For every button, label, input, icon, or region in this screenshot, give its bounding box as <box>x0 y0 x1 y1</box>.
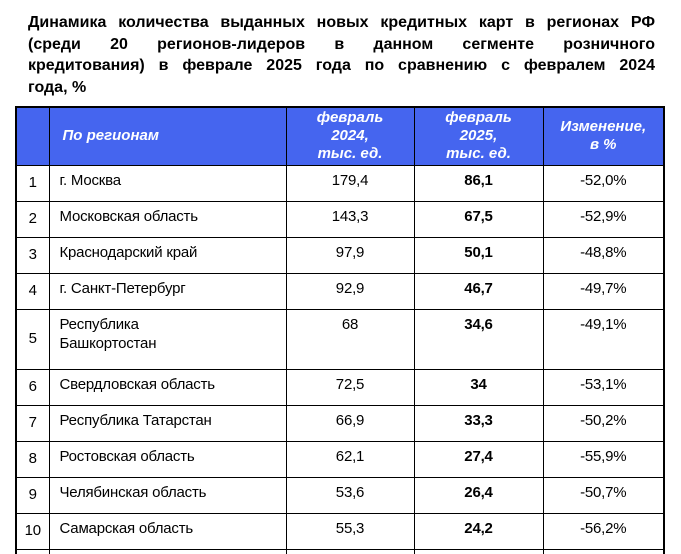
num-header-cell <box>15 106 50 166</box>
region-cell: Челябинская область <box>48 476 287 514</box>
table-header: По регионам февраль 2024, тыс. ед. февра… <box>15 106 665 166</box>
feb2024-cell: 92,9 <box>285 272 415 310</box>
table-row: 3 Краснодарский край 97,9 50,1 -48,8% <box>15 236 665 274</box>
feb2024-cell: 179,4 <box>285 164 415 202</box>
num-cell: 8 <box>15 440 50 478</box>
table-row: 2 Московская область 143,3 67,5 -52,9% <box>15 200 665 238</box>
credit-cards-by-region-table: По регионам февраль 2024, тыс. ед. февра… <box>15 106 665 554</box>
num-cell: 7 <box>15 404 50 442</box>
feb2024-cell: 68 <box>285 308 415 370</box>
feb2025-cell: 34,6 <box>413 308 544 370</box>
feb2024-cell: 55,3 <box>285 512 415 550</box>
region-cell: Ростовская область <box>48 440 287 478</box>
feb2025-cell: 67,5 <box>413 200 544 238</box>
table-row: 9 Челябинская область 53,6 26,4 -50,7% <box>15 476 665 514</box>
change-cell: -53,1% <box>542 368 665 406</box>
feb2025-cell: 86,1 <box>413 164 544 202</box>
feb2024-cell <box>285 548 415 554</box>
feb2025-header-cell: февраль 2025, тыс. ед. <box>413 106 544 166</box>
change-cell: -50,7% <box>542 476 665 514</box>
table-row <box>15 548 665 554</box>
regions-header-cell: По регионам <box>48 106 287 166</box>
change-cell: -52,9% <box>542 200 665 238</box>
table-row: 4 г. Санкт-Петербург 92,9 46,7 -49,7% <box>15 272 665 310</box>
change-header-cell: Изменение, в % <box>542 106 665 166</box>
region-cell <box>48 548 287 554</box>
region-cell: Самарская область <box>48 512 287 550</box>
title-line-2: (среди 20 регионов-лидеров в данном сегм… <box>28 35 655 53</box>
title-line-3: кредитования) в феврале 2025 года по сра… <box>28 57 655 74</box>
num-cell: 1 <box>15 164 50 202</box>
change-cell: -52,0% <box>542 164 665 202</box>
num-cell: 2 <box>15 200 50 238</box>
num-cell: 9 <box>15 476 50 514</box>
feb2024-header-cell: февраль 2024, тыс. ед. <box>285 106 415 166</box>
feb2024-cell: 62,1 <box>285 440 415 478</box>
table-row: 5 Республика Башкортостан 68 34,6 -49,1% <box>15 308 665 370</box>
feb2025-cell: 46,7 <box>413 272 544 310</box>
change-cell: -50,2% <box>542 404 665 442</box>
title-line-4: года, % <box>28 78 87 96</box>
table-row: 6 Свердловская область 72,5 34 -53,1% <box>15 368 665 406</box>
region-cell: Краснодарский край <box>48 236 287 274</box>
feb2025-cell: 34 <box>413 368 544 406</box>
feb2024-cell: 143,3 <box>285 200 415 238</box>
feb2024-cell: 97,9 <box>285 236 415 274</box>
table-header-row: По регионам февраль 2024, тыс. ед. февра… <box>15 106 665 166</box>
change-cell <box>542 548 665 554</box>
table-row: 10 Самарская область 55,3 24,2 -56,2% <box>15 512 665 550</box>
num-cell: 10 <box>15 512 50 550</box>
feb2025-cell: 27,4 <box>413 440 544 478</box>
table-row: 8 Ростовская область 62,1 27,4 -55,9% <box>15 440 665 478</box>
feb2025-cell: 26,4 <box>413 476 544 514</box>
change-cell: -56,2% <box>542 512 665 550</box>
change-cell: -48,8% <box>542 236 665 274</box>
num-cell: 6 <box>15 368 50 406</box>
change-cell: -49,7% <box>542 272 665 310</box>
num-cell: 3 <box>15 236 50 274</box>
region-cell: Свердловская область <box>48 368 287 406</box>
region-cell: Республика Татарстан <box>48 404 287 442</box>
feb2025-cell: 50,1 <box>413 236 544 274</box>
change-cell: -49,1% <box>542 308 665 370</box>
num-cell: 4 <box>15 272 50 310</box>
feb2025-cell: 33,3 <box>413 404 544 442</box>
region-cell: г. Москва <box>48 164 287 202</box>
feb2025-cell: 24,2 <box>413 512 544 550</box>
region-cell: Московская область <box>48 200 287 238</box>
title-line-1: Динамика количества выданных новых креди… <box>28 14 655 31</box>
table-row: 7 Республика Татарстан 66,9 33,3 -50,2% <box>15 404 665 442</box>
table-body: 1 г. Москва 179,4 86,1 -52,0% 2 Московская обл… <box>15 164 665 554</box>
page-title: Динамика количества выданных новых креди… <box>28 12 655 98</box>
region-cell: г. Санкт-Петербург <box>48 272 287 310</box>
region-cell: Республика Башкортостан <box>48 308 287 370</box>
feb2025-cell <box>413 548 544 554</box>
feb2024-cell: 72,5 <box>285 368 415 406</box>
change-cell: -55,9% <box>542 440 665 478</box>
table-row: 1 г. Москва 179,4 86,1 -52,0% <box>15 164 665 202</box>
num-cell: 5 <box>15 308 50 370</box>
feb2024-cell: 53,6 <box>285 476 415 514</box>
num-cell <box>15 548 50 554</box>
feb2024-cell: 66,9 <box>285 404 415 442</box>
